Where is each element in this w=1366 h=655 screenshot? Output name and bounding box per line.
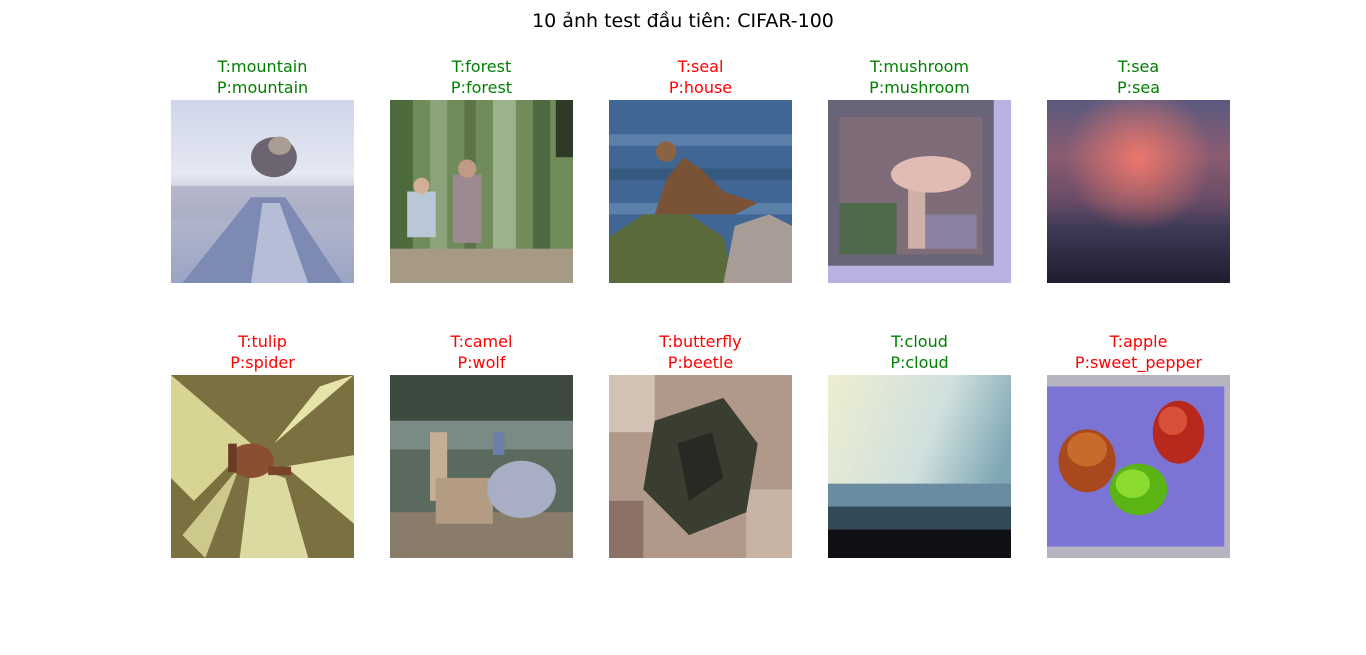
forest-image xyxy=(390,100,573,283)
cloud-image xyxy=(828,375,1011,558)
butterfly-image xyxy=(609,375,792,558)
true-label: T:apple xyxy=(1109,332,1168,351)
sample-cell-forest: T:forest P:forest xyxy=(390,56,573,283)
pred-label: P:spider xyxy=(230,353,295,372)
apple-image xyxy=(1047,375,1230,558)
pred-label: P:cloud xyxy=(890,353,949,372)
pred-label: P:sea xyxy=(1116,78,1161,97)
pred-label: P:sweet_pepper xyxy=(1074,353,1203,372)
pred-label: P:house xyxy=(668,78,733,97)
seal-image xyxy=(609,100,792,283)
pred-label: P:wolf xyxy=(457,353,506,372)
pred-label: P:forest xyxy=(450,78,513,97)
sample-cell-mountain: T:mountain P:mountain xyxy=(171,56,354,283)
true-label: T:butterfly xyxy=(659,332,742,351)
true-label: T:mountain xyxy=(217,57,308,76)
true-label: T:sea xyxy=(1117,57,1160,76)
sample-cell-camel: T:camel P:wolf xyxy=(390,331,573,558)
tulip-image xyxy=(171,375,354,558)
true-label: T:seal xyxy=(677,57,724,76)
sea-image xyxy=(1047,100,1230,283)
sample-cell-mushroom: T:mushroom P:mushroom xyxy=(828,56,1011,283)
true-label: T:forest xyxy=(451,57,512,76)
camel-image xyxy=(390,375,573,558)
pred-label: P:mushroom xyxy=(869,78,970,97)
sample-cell-cloud: T:cloud P:cloud xyxy=(828,331,1011,558)
true-label: T:tulip xyxy=(238,332,287,351)
mountain-image xyxy=(171,100,354,283)
sample-cell-butterfly: T:butterfly P:beetle xyxy=(609,331,792,558)
pred-label: P:beetle xyxy=(667,353,734,372)
pred-label: P:mountain xyxy=(216,78,309,97)
figure-title: 10 ảnh test đầu tiên: CIFAR-100 xyxy=(532,10,834,32)
sample-cell-seal: T:seal P:house xyxy=(609,56,792,283)
sample-cell-apple: T:apple P:sweet_pepper xyxy=(1047,331,1230,558)
sample-cell-tulip: T:tulip P:spider xyxy=(171,331,354,558)
true-label: T:mushroom xyxy=(870,57,969,76)
true-label: T:cloud xyxy=(891,332,948,351)
sample-cell-sea: T:sea P:sea xyxy=(1047,56,1230,283)
true-label: T:camel xyxy=(450,332,513,351)
mushroom-image xyxy=(828,100,1011,283)
